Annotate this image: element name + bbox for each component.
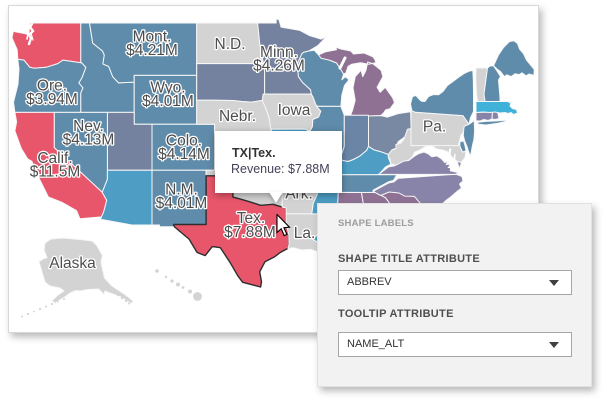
- svg-text:Ore.: Ore.: [37, 78, 67, 95]
- svg-text:La.: La.: [294, 225, 316, 242]
- svg-text:$4.01M: $4.01M: [142, 93, 194, 110]
- svg-text:$7.88M: $7.88M: [224, 224, 276, 241]
- svg-text:Iowa: Iowa: [278, 102, 311, 119]
- svg-text:N.D.: N.D.: [215, 36, 246, 53]
- svg-text:$3.94M: $3.94M: [26, 91, 78, 108]
- svg-text:Alaska: Alaska: [49, 255, 96, 272]
- svg-text:Nebr.: Nebr.: [219, 108, 256, 125]
- svg-text:Colo.: Colo.: [166, 133, 202, 150]
- svg-text:$4.13M: $4.13M: [63, 132, 115, 149]
- svg-text:N.M.: N.M.: [165, 182, 198, 199]
- svg-text:$4.01M: $4.01M: [156, 195, 208, 212]
- svg-text:Pa.: Pa.: [423, 119, 446, 136]
- svg-text:Nev.: Nev.: [73, 118, 104, 135]
- svg-text:Mont.: Mont.: [133, 29, 172, 46]
- svg-text:Minn.: Minn.: [260, 44, 298, 61]
- svg-text:$4.14M: $4.14M: [158, 146, 210, 163]
- svg-text:Calif.: Calif.: [37, 150, 72, 167]
- svg-text:$11.5M: $11.5M: [30, 164, 81, 181]
- svg-text:$4.26M: $4.26M: [253, 58, 305, 75]
- svg-text:$4.21M: $4.21M: [126, 42, 178, 59]
- svg-text:Tex.: Tex.: [237, 210, 265, 227]
- svg-text:Wyo.: Wyo.: [150, 80, 185, 97]
